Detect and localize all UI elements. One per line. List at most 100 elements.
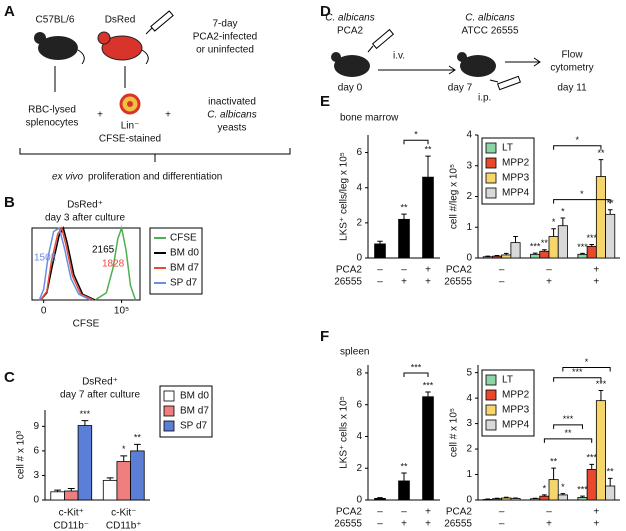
label: i.v. (393, 51, 405, 62)
significance: *** (596, 379, 607, 389)
legend-label: LT (502, 143, 513, 154)
error-bar (607, 477, 613, 486)
bar (501, 497, 512, 501)
bar (492, 498, 503, 501)
bar (102, 479, 118, 501)
condition-value: + (593, 277, 599, 288)
bar (548, 479, 559, 501)
y-tick-label: 0 (356, 495, 362, 506)
panel-label: C (4, 369, 15, 386)
significance: * (122, 444, 126, 454)
bar (595, 400, 606, 501)
significance-bracket (553, 199, 611, 204)
label: or uninfected (196, 45, 254, 56)
condition-value: + (425, 277, 431, 288)
y-tick-label: 3 (466, 418, 472, 429)
histogram-line (94, 225, 137, 301)
y-tick-label: 1 (466, 469, 472, 480)
bar (482, 256, 493, 259)
bar (557, 494, 568, 501)
significance: *** (586, 453, 597, 463)
legend-label: BM d7 (180, 406, 209, 417)
bar (557, 225, 568, 259)
bar (374, 243, 386, 259)
legend-swatch (485, 404, 497, 416)
label: Flow (561, 50, 583, 61)
legend-swatch (485, 187, 497, 199)
bar (422, 396, 434, 501)
significance: ** (400, 202, 408, 212)
bar (539, 250, 550, 259)
label: yeasts (218, 123, 247, 134)
panel-label: A (4, 3, 15, 20)
legend-label: BM d0 (170, 248, 199, 259)
legend-label: MPP4 (502, 188, 530, 199)
error-bar (503, 252, 509, 255)
error-bar (513, 497, 518, 499)
arrow (378, 65, 456, 75)
x-tick-label: CD11b⁻ (53, 521, 89, 531)
bar (64, 490, 79, 501)
axis (477, 135, 620, 259)
axis (477, 365, 620, 501)
bar (374, 498, 386, 501)
y-tick-label: 4 (466, 393, 472, 404)
mouse-ear (34, 32, 46, 44)
bar (501, 254, 512, 259)
panel-label: E (320, 93, 330, 110)
label: day 11 (557, 83, 587, 94)
legend-swatch (485, 374, 497, 386)
error-bar (494, 255, 500, 257)
legend-swatch (485, 389, 497, 401)
y-tick-label: 6 (356, 399, 362, 410)
chart-title: day 3 after culture (45, 213, 125, 224)
label: day 0 (338, 83, 363, 94)
bar (510, 242, 521, 259)
bar (422, 176, 434, 259)
error-bar (401, 213, 407, 220)
y-tick-label: 6 (356, 147, 362, 158)
condition-label: 26555 (334, 277, 362, 288)
significance: ** (424, 144, 432, 154)
mfi-label: 2165 (92, 245, 115, 256)
mfi-label: 1502 (34, 253, 57, 264)
error-bar (607, 209, 613, 215)
diagram-d: C. albicans PCA2 i.v. C. albicans ATCC 2… (325, 13, 593, 104)
histogram-line (39, 226, 94, 301)
y-tick-label: 3 (466, 160, 472, 171)
significance: *** (80, 409, 91, 419)
bar (586, 245, 597, 259)
bar (539, 495, 550, 501)
condition-value: – (546, 265, 552, 276)
bar (548, 236, 559, 259)
label: day 7 (448, 83, 473, 94)
error-bar (580, 252, 585, 255)
condition-value: + (425, 519, 431, 530)
bar (595, 176, 606, 259)
error-bar (503, 496, 509, 498)
condition-value: – (499, 277, 505, 288)
y-axis-label: LKS⁺ cells x 10⁵ (339, 396, 350, 469)
error-bar (532, 497, 538, 499)
label: proliferation and differentiation (88, 172, 222, 183)
label: 7-day (212, 19, 237, 30)
label: C. albicans (207, 110, 256, 121)
label: C. albicans (325, 13, 374, 24)
bar (577, 253, 588, 259)
y-tick-label: 4 (356, 431, 362, 442)
x-tick-label: 0 (41, 306, 47, 317)
legend-label: SP d7 (170, 278, 197, 289)
legend-swatch (163, 390, 175, 402)
significance: *** (577, 242, 588, 252)
y-axis-label: cell # x 10³ (16, 430, 27, 479)
significance-bracket (553, 424, 583, 429)
label: CFSE-stained (99, 134, 161, 145)
condition-value: – (546, 507, 552, 518)
error-bar (377, 240, 383, 244)
y-tick-label: 0 (466, 253, 472, 264)
legend-label: MPP4 (502, 420, 530, 431)
y-tick-label: 0 (466, 495, 472, 506)
condition-value: – (499, 507, 505, 518)
